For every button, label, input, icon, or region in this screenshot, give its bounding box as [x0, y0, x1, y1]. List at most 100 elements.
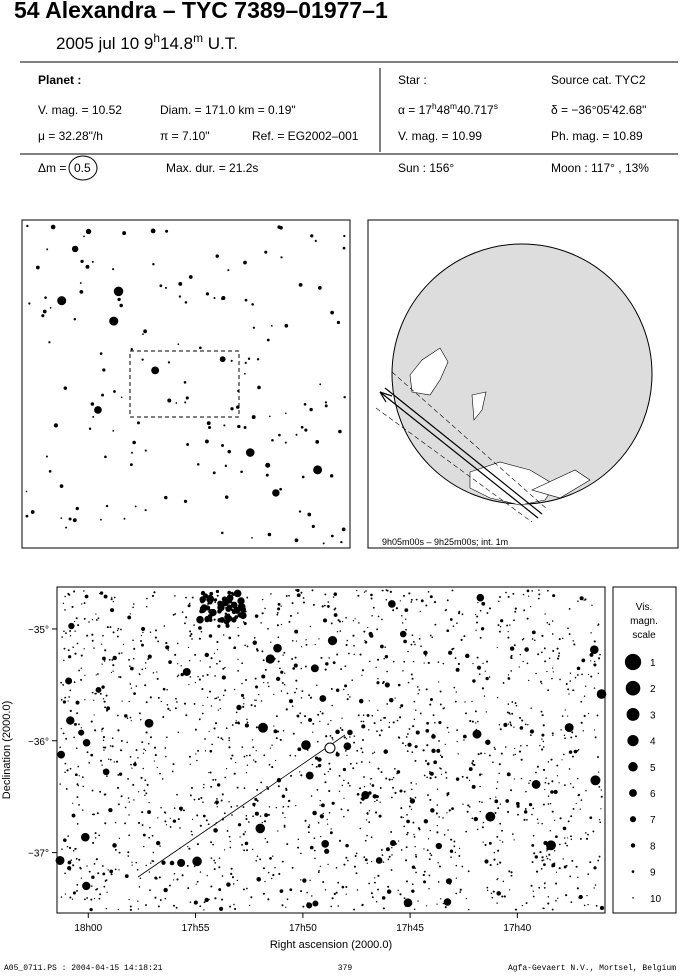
star — [267, 871, 270, 874]
star — [284, 816, 286, 819]
star — [285, 708, 288, 711]
star — [333, 892, 336, 896]
star — [461, 865, 464, 868]
star — [79, 282, 82, 284]
star — [178, 806, 183, 811]
star — [425, 728, 430, 733]
star — [277, 785, 280, 788]
star — [59, 484, 64, 488]
star — [195, 883, 197, 885]
star — [579, 596, 584, 601]
star — [550, 790, 554, 794]
star — [264, 813, 269, 818]
star — [69, 767, 72, 770]
star — [285, 788, 288, 792]
star — [349, 762, 352, 765]
star — [76, 796, 79, 799]
star — [433, 601, 437, 604]
star — [183, 381, 187, 384]
star — [266, 661, 268, 663]
star — [417, 900, 419, 902]
star — [180, 672, 184, 677]
finder-frame — [21, 219, 351, 549]
star — [146, 606, 148, 608]
star — [510, 874, 513, 877]
star — [297, 846, 300, 849]
star — [117, 908, 119, 911]
star — [461, 613, 464, 616]
star — [562, 826, 567, 831]
star — [99, 352, 103, 355]
star — [67, 700, 69, 702]
star — [189, 676, 192, 678]
star — [142, 631, 144, 634]
star — [338, 620, 341, 623]
star — [112, 631, 115, 634]
star — [443, 834, 446, 836]
star — [342, 767, 347, 772]
star — [284, 412, 287, 415]
star — [254, 811, 259, 816]
star — [143, 845, 145, 848]
star — [128, 834, 130, 837]
star — [577, 794, 579, 797]
star — [61, 636, 63, 638]
star — [467, 870, 470, 873]
star — [409, 798, 416, 804]
star — [475, 728, 477, 731]
star — [562, 637, 564, 640]
star — [551, 908, 554, 911]
star — [117, 297, 121, 302]
star — [399, 600, 401, 602]
star — [163, 811, 166, 814]
star — [175, 402, 178, 404]
star — [448, 809, 451, 812]
star — [205, 292, 210, 296]
star — [208, 634, 213, 638]
star — [345, 893, 347, 895]
star — [122, 231, 127, 236]
star — [566, 844, 569, 847]
star — [547, 761, 550, 763]
star — [166, 689, 168, 691]
star — [507, 677, 511, 680]
star — [217, 696, 219, 698]
star — [456, 741, 458, 743]
star — [496, 781, 499, 783]
star — [270, 657, 273, 660]
star — [494, 812, 497, 814]
star — [465, 897, 468, 900]
star — [94, 406, 102, 414]
star — [408, 805, 411, 808]
star — [120, 739, 123, 742]
star — [552, 594, 556, 598]
star — [221, 875, 224, 877]
star — [120, 396, 123, 399]
star — [439, 690, 442, 693]
star — [74, 773, 78, 777]
star — [276, 624, 279, 627]
star — [538, 886, 541, 889]
star — [148, 836, 151, 839]
star — [438, 681, 440, 683]
star — [365, 590, 367, 592]
star — [575, 865, 578, 868]
arrow — [379, 391, 393, 403]
star — [547, 782, 550, 785]
star — [406, 831, 409, 834]
star — [496, 902, 498, 904]
star — [145, 701, 148, 704]
star — [472, 729, 482, 739]
star — [568, 693, 570, 695]
star — [429, 771, 431, 773]
star — [283, 825, 286, 828]
star — [569, 680, 572, 682]
star — [534, 855, 538, 859]
star — [347, 694, 349, 696]
star — [547, 902, 550, 905]
star — [102, 768, 110, 776]
star — [307, 512, 312, 517]
star — [402, 742, 404, 745]
star — [510, 670, 513, 672]
star — [549, 830, 552, 832]
